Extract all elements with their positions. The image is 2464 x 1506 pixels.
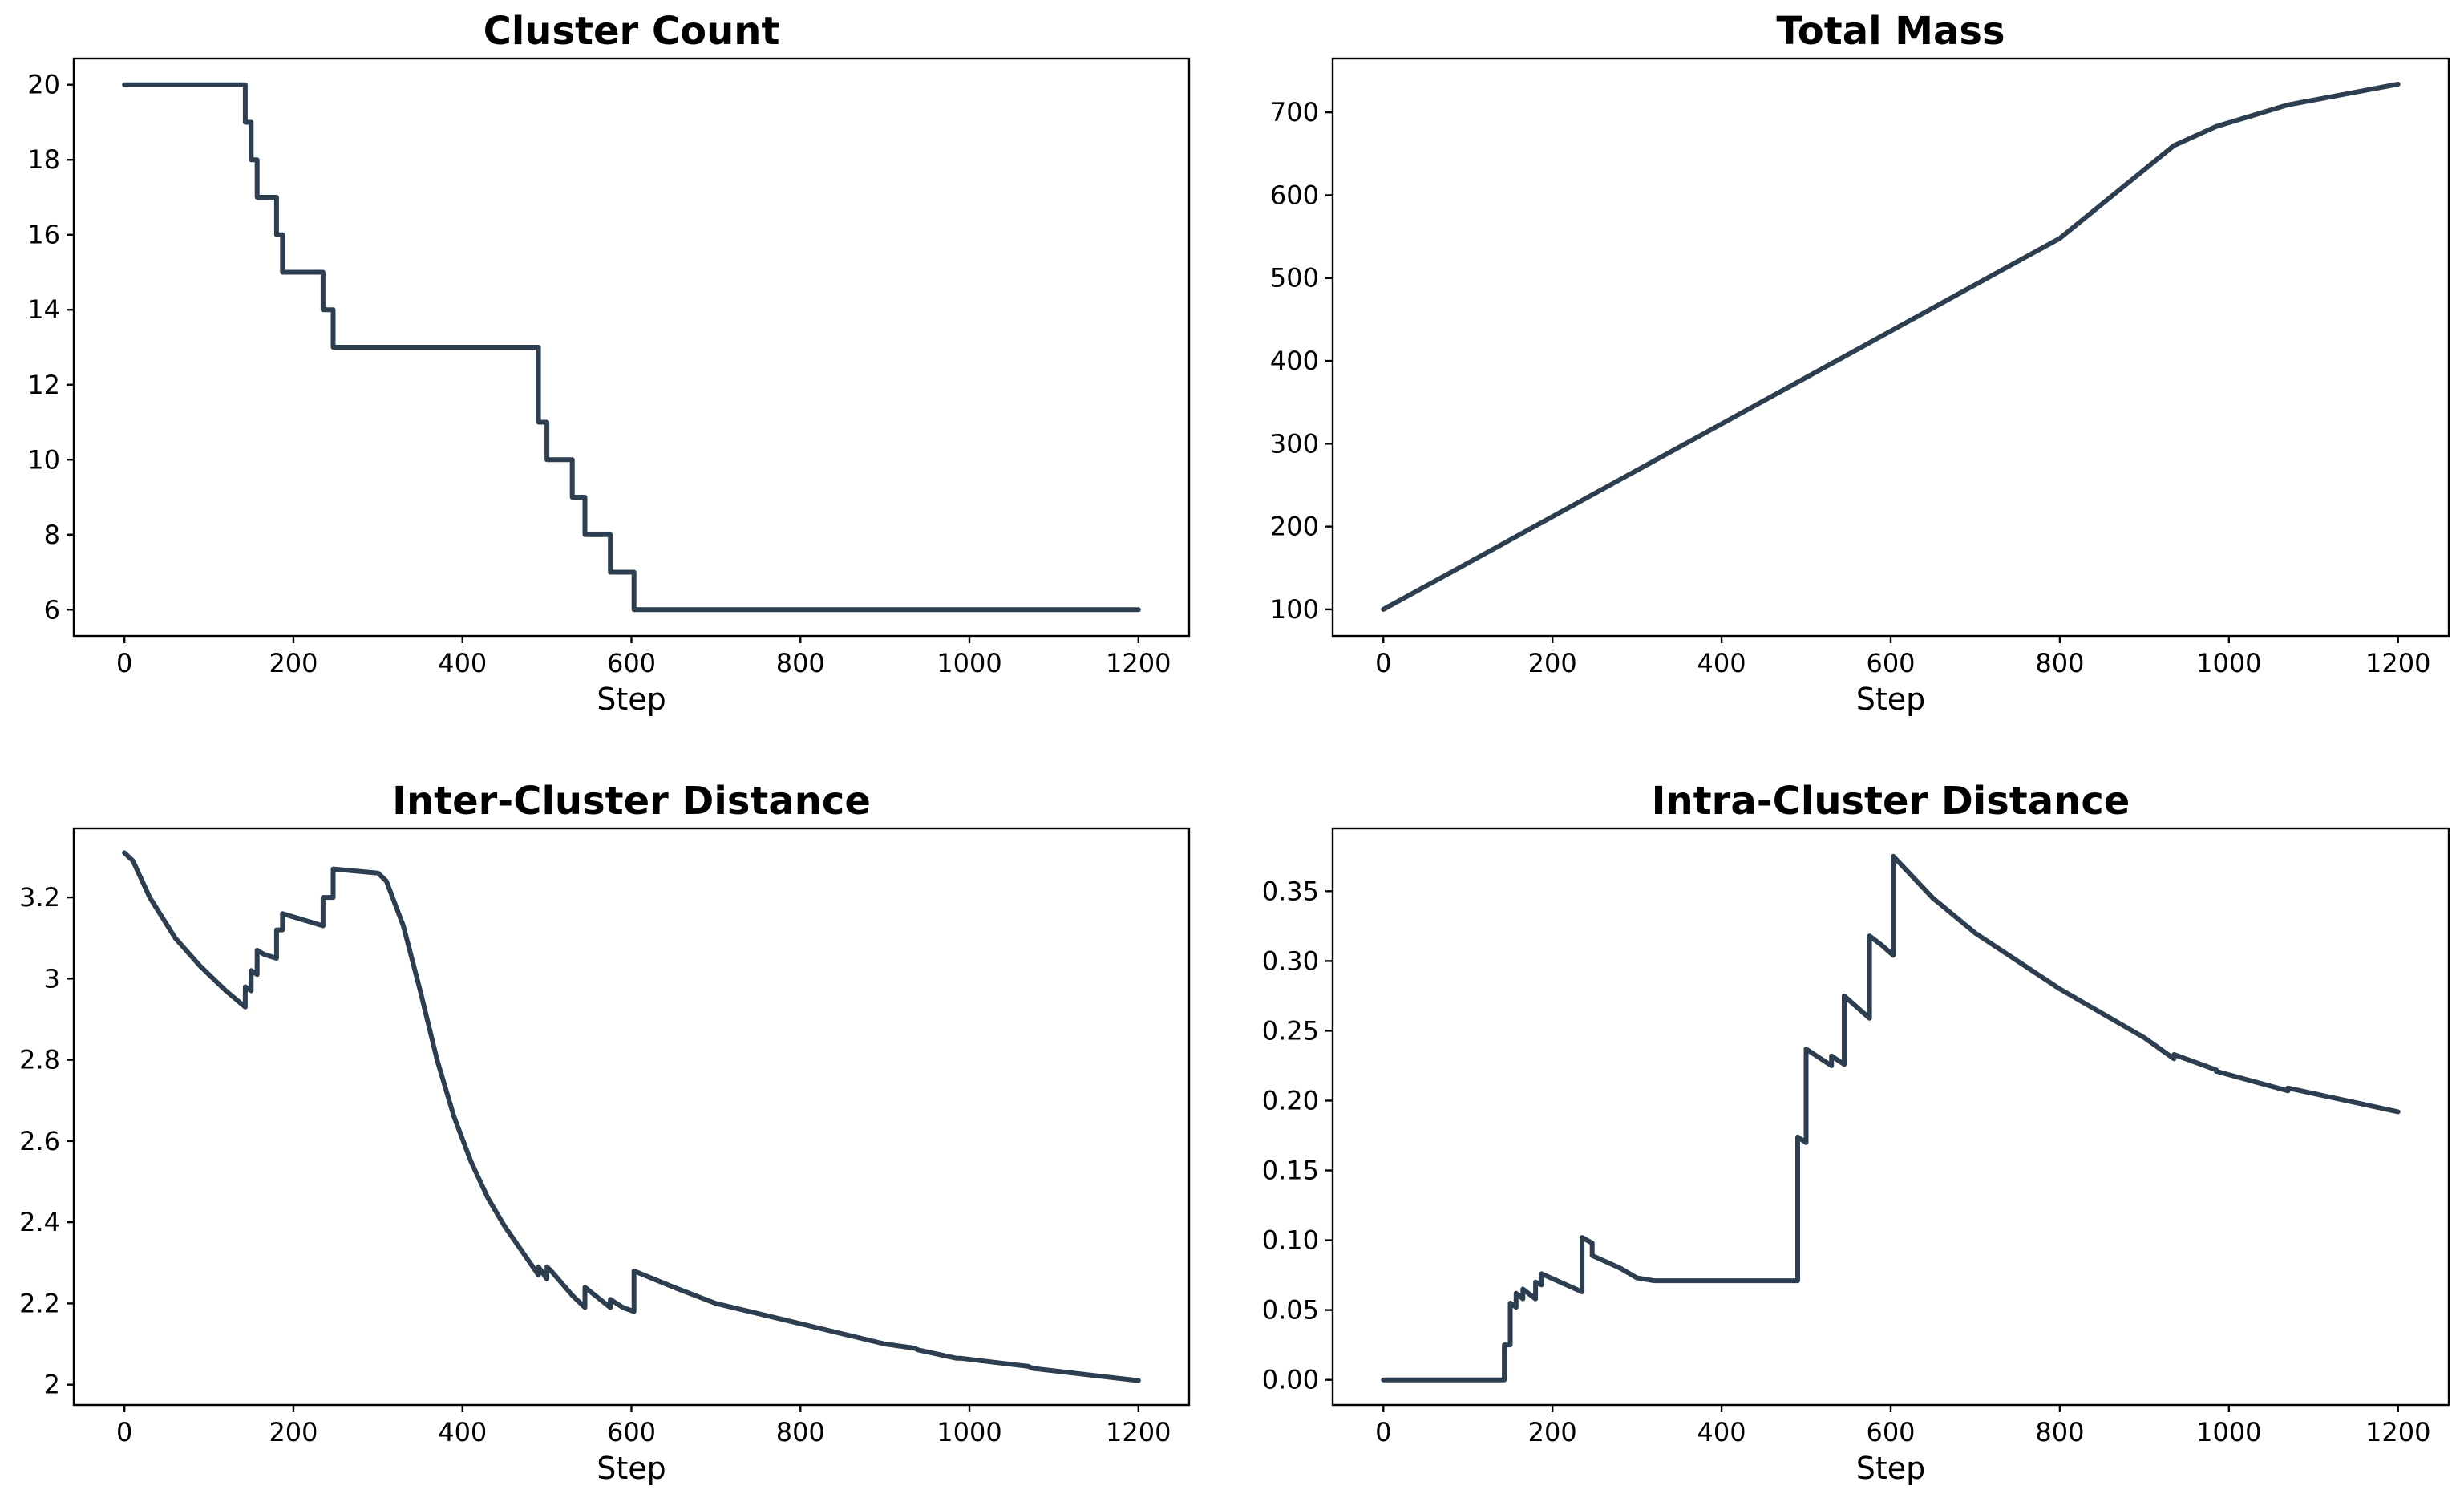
inter-cluster-distance-x-axis-label: Step bbox=[597, 1451, 666, 1486]
total-mass-plot-frame bbox=[1331, 57, 2450, 638]
intra-cluster-distance-y-tick-label: 0.35 bbox=[1262, 876, 1319, 906]
intra-cluster-distance-y-tick-label: 0.00 bbox=[1262, 1365, 1319, 1395]
total-mass-title: Total Mass bbox=[1776, 9, 2005, 54]
intra-cluster-distance-y-tick-label: 0.20 bbox=[1262, 1085, 1319, 1115]
cluster-count-x-tick-label: 600 bbox=[607, 648, 656, 678]
cluster-count-x-axis-label: Step bbox=[597, 682, 666, 717]
total-mass-x-tick-label: 800 bbox=[2035, 648, 2084, 678]
total-mass-x-tick-label: 1000 bbox=[2196, 648, 2261, 678]
inter-cluster-distance-plot-frame bbox=[72, 827, 1191, 1407]
intra-cluster-distance-y-tick-label: 0.05 bbox=[1262, 1295, 1319, 1326]
intra-cluster-distance-y-tick-label: 0.15 bbox=[1262, 1156, 1319, 1186]
cluster-count-y-tick-label: 12 bbox=[27, 370, 60, 400]
intra-cluster-distance-x-tick-label: 0 bbox=[1375, 1417, 1391, 1447]
intra-cluster-distance-y-tick-label: 0.10 bbox=[1262, 1225, 1319, 1256]
inter-cluster-distance-x-tick-label: 0 bbox=[116, 1417, 132, 1447]
inter-cluster-distance-x-tick-label: 600 bbox=[607, 1417, 656, 1447]
total-mass-series-line bbox=[1381, 82, 2401, 612]
cluster-count-y-tick-label: 16 bbox=[27, 220, 60, 250]
total-mass-x-tick-label: 200 bbox=[1528, 648, 1577, 678]
cluster-count-x-tick-label: 800 bbox=[776, 648, 825, 678]
inter-cluster-distance-y-tick-label: 2.4 bbox=[19, 1207, 60, 1237]
inter-cluster-distance-title: Inter-Cluster Distance bbox=[392, 779, 871, 824]
intra-cluster-distance-x-axis-label: Step bbox=[1856, 1451, 1926, 1486]
cluster-count-y-tick-label: 14 bbox=[27, 294, 60, 325]
cluster-count-chart: Cluster Count 0 200 400 600 800 1000 1200 6 8 10 12… bbox=[27, 9, 1191, 717]
inter-cluster-distance-y-tick-label: 2.6 bbox=[19, 1126, 60, 1156]
cluster-count-y-tick-label: 18 bbox=[27, 144, 60, 175]
inter-cluster-distance-x-tick-label: 400 bbox=[438, 1417, 487, 1447]
total-mass-y-tick-label: 500 bbox=[1270, 263, 1319, 294]
cluster-count-series-line bbox=[122, 82, 1141, 613]
total-mass-y-tick-label: 300 bbox=[1270, 428, 1319, 459]
total-mass-x-axis-label: Step bbox=[1856, 682, 1926, 717]
intra-cluster-distance-y-tick-label: 0.30 bbox=[1262, 945, 1319, 976]
cluster-count-y-tick-label: 6 bbox=[44, 594, 60, 625]
cluster-count-x-tick-label: 0 bbox=[116, 648, 132, 678]
cluster-count-x-tick-label: 200 bbox=[269, 648, 318, 678]
intra-cluster-distance-x-tick-label: 600 bbox=[1866, 1417, 1915, 1447]
inter-cluster-distance-y-tick-label: 2.8 bbox=[19, 1045, 60, 1075]
total-mass-x-tick-label: 1200 bbox=[2365, 648, 2430, 678]
total-mass-y-tick-label: 100 bbox=[1270, 594, 1319, 625]
inter-cluster-distance-y-tick-label: 3.2 bbox=[19, 882, 60, 913]
cluster-count-x-tick-label: 1200 bbox=[1106, 648, 1171, 678]
intra-cluster-distance-title: Intra-Cluster Distance bbox=[1652, 779, 2130, 824]
cluster-count-y-tick-label: 10 bbox=[27, 444, 60, 475]
cluster-count-y-tick-label: 20 bbox=[27, 70, 60, 100]
total-mass-y-tick-label: 400 bbox=[1270, 346, 1319, 376]
intra-cluster-distance-x-tick-label: 200 bbox=[1528, 1417, 1577, 1447]
inter-cluster-distance-series-line bbox=[122, 850, 1141, 1383]
total-mass-chart: Total Mass 0 200 400 600 800 1000 1200 100 200 300… bbox=[1270, 9, 2450, 717]
cluster-count-y-tick-label: 8 bbox=[44, 520, 60, 550]
total-mass-x-tick-label: 0 bbox=[1375, 648, 1391, 678]
total-mass-x-tick-label: 600 bbox=[1866, 648, 1915, 678]
inter-cluster-distance-x-tick-label: 200 bbox=[269, 1417, 318, 1447]
inter-cluster-distance-x-tick-label: 1000 bbox=[937, 1417, 1001, 1447]
intra-cluster-distance-plot-frame bbox=[1331, 827, 2450, 1407]
inter-cluster-distance-x-tick-label: 1200 bbox=[1106, 1417, 1171, 1447]
inter-cluster-distance-x-tick-label: 800 bbox=[776, 1417, 825, 1447]
intra-cluster-distance-x-tick-label: 800 bbox=[2035, 1417, 2084, 1447]
inter-cluster-distance-y-tick-label: 3 bbox=[44, 963, 60, 994]
total-mass-x-tick-label: 400 bbox=[1697, 648, 1746, 678]
cluster-count-title: Cluster Count bbox=[483, 9, 780, 54]
intra-cluster-distance-x-tick-label: 1000 bbox=[2196, 1417, 2261, 1447]
inter-cluster-distance-y-tick-label: 2 bbox=[44, 1370, 60, 1400]
intra-cluster-distance-chart: Intra-Cluster Distance 0 200 400 600 800 1000 1… bbox=[1262, 779, 2450, 1486]
total-mass-y-tick-label: 200 bbox=[1270, 512, 1319, 542]
cluster-count-x-tick-label: 1000 bbox=[937, 648, 1001, 678]
intra-cluster-distance-y-tick-label: 0.25 bbox=[1262, 1015, 1319, 1046]
inter-cluster-distance-y-tick-label: 2.2 bbox=[19, 1288, 60, 1318]
intra-cluster-distance-x-tick-label: 1200 bbox=[2365, 1417, 2430, 1447]
cluster-count-plot-frame bbox=[72, 57, 1191, 638]
inter-cluster-distance-chart: Inter-Cluster Distance 0 200 400 600 800 1000 1… bbox=[19, 779, 1191, 1486]
cluster-count-x-tick-label: 400 bbox=[438, 648, 487, 678]
intra-cluster-distance-x-tick-label: 400 bbox=[1697, 1417, 1746, 1447]
total-mass-y-tick-label: 700 bbox=[1270, 97, 1319, 128]
intra-cluster-distance-series-line bbox=[1381, 853, 2401, 1383]
total-mass-y-tick-label: 600 bbox=[1270, 180, 1319, 210]
